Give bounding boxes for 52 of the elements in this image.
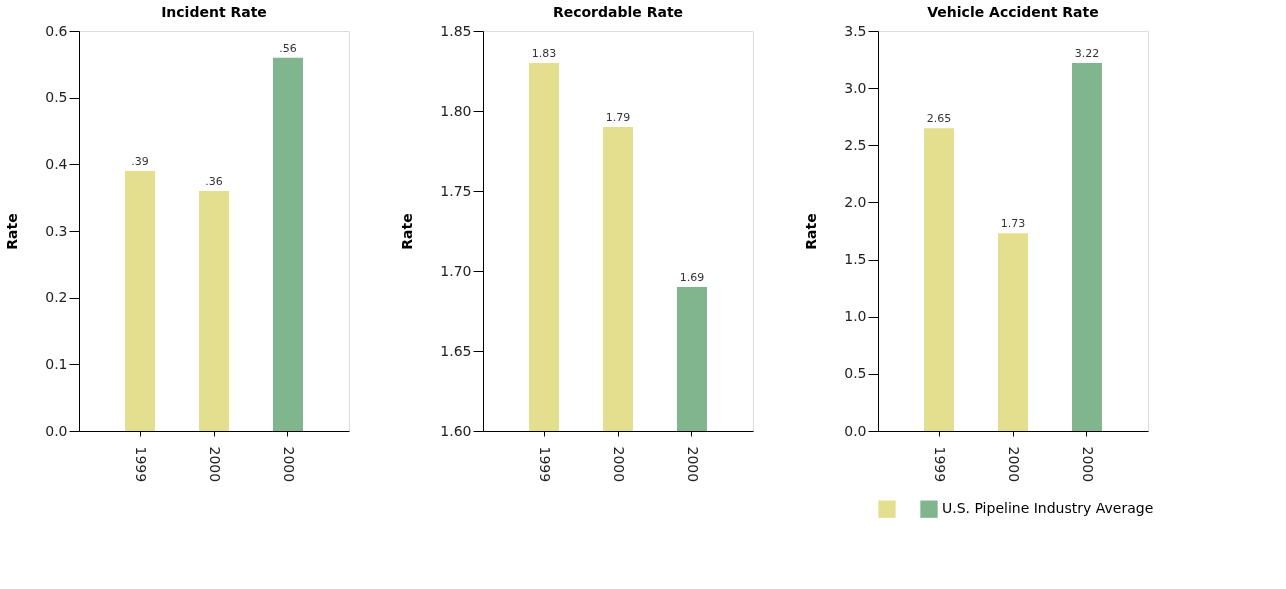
x-tick-label: 2000 [684,446,701,483]
data-label: 2.65 [926,112,952,126]
y-tick-label: 1.75 [440,182,472,199]
bar [199,191,229,431]
y-axis-title: Rate [399,213,416,250]
x-tick-label: 2000 [280,446,297,483]
bar [1071,63,1102,431]
data-label: 3.22 [1074,47,1100,60]
y-tick-label: 0.6 [45,22,68,39]
y-tick-label: 2.5 [844,136,867,153]
y-tick-label: 1.65 [440,342,472,359]
y-tick-label: 1.0 [844,308,867,325]
data-label: .39 [131,155,149,168]
chart-title: Incident Rate [161,4,267,20]
x-tick-label: 1999 [932,446,949,483]
y-tick-label: 0.0 [844,422,867,439]
bar [272,57,303,431]
y-tick-label: 1.80 [440,102,472,119]
x-tick-label: 2000 [1079,446,1096,483]
y-tick-label: 1.5 [844,251,867,268]
y-tick-label: 0.3 [45,222,68,239]
y-tick-label: 0.0 [45,422,68,439]
y-tick-label: 3.0 [844,79,867,96]
legend-label: U.S. Pipeline Industry Average [942,500,1154,517]
data-label: 1.79 [605,111,631,124]
y-axis-title: Rate [4,213,21,250]
data-label: .56 [279,41,297,55]
x-tick-label: 1999 [537,446,554,483]
y-tick-label: 1.70 [440,262,472,279]
x-tick-label: 2000 [1006,446,1022,483]
x-tick-label: 2000 [207,446,223,483]
y-tick-label: 1.85 [440,22,472,39]
y-tick-label: 0.2 [45,289,68,306]
chart-title: Vehicle Accident Rate [927,4,1099,20]
data-label: 1.83 [531,47,557,60]
y-tick-label: 0.5 [844,365,867,382]
bar [125,171,156,431]
data-label: .36 [205,175,223,188]
bar [924,128,955,431]
y-tick-label: 0.1 [45,355,68,372]
y-tick-label: 0.5 [45,89,68,106]
y-tick-label: 1.60 [440,422,472,439]
y-tick-label: 0.4 [45,155,68,172]
x-tick-label: 2000 [611,446,627,483]
y-axis-title: Rate [803,213,820,250]
y-tick-label: 3.5 [844,22,867,39]
bar [998,233,1028,431]
data-label: 1.69 [679,271,705,284]
data-label: 1.73 [1000,217,1026,231]
y-tick-label: 2.0 [844,193,867,210]
x-tick-label: 1999 [133,446,150,483]
chart-title: Recordable Rate [552,4,684,20]
